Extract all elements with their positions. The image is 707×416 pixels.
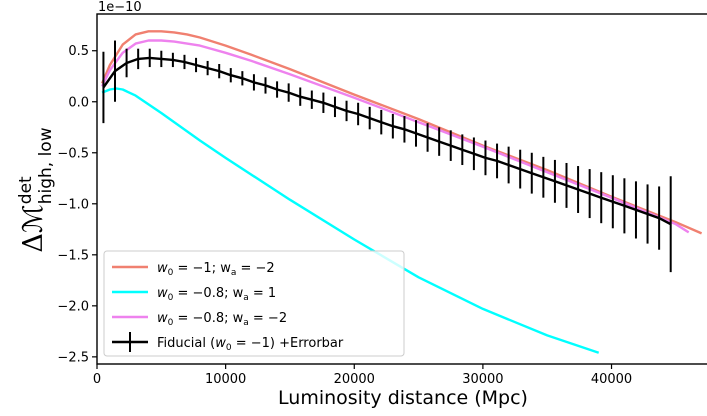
plot-area <box>100 30 703 354</box>
x-axis-label: Luminosity distance (Mpc) <box>278 387 528 409</box>
y-tick-label: −1.0 <box>57 197 89 212</box>
legend-label-series-2: w0 = −0.8; wa = −2 <box>157 311 287 328</box>
legend: w0 = −1; wa = −2 w0 = −0.8; wa = 1 w0 = … <box>103 250 405 357</box>
y-axis-label-superscript: det <box>16 176 36 204</box>
fiducial-line <box>102 56 672 226</box>
y-tick-label: −2.5 <box>57 350 89 365</box>
y-tick-label: −1.5 <box>57 248 89 263</box>
x-tick-label: 30000 <box>462 372 503 387</box>
x-tick-label: 10000 <box>205 372 246 387</box>
series-layer <box>100 30 703 354</box>
y-tick-label: −2.0 <box>57 299 89 314</box>
y-axis-label: Δℳdethigh, low <box>16 127 56 252</box>
x-tick-label: 40000 <box>591 372 632 387</box>
y-axis-label-subscript: high, low <box>36 127 56 204</box>
y-tick-label: 0.0 <box>68 95 89 110</box>
legend-label-series-0: w0 = −1; wa = −2 <box>157 261 275 278</box>
y-tick-label: −0.5 <box>57 146 89 161</box>
fiducial-layer <box>102 40 672 273</box>
series-line-2 <box>101 39 690 234</box>
legend-box <box>103 250 405 357</box>
legend-label-series-1: w0 = −0.8; wa = 1 <box>157 286 276 303</box>
series-line-0 <box>100 30 703 235</box>
y-axis-label-prefix: Δℳ <box>18 204 49 252</box>
series-line-1 <box>101 87 600 354</box>
y-tick-label: 0.5 <box>68 44 89 59</box>
axes-frame <box>96 13 707 365</box>
offset-text: 1e−10 <box>98 0 142 15</box>
y-ticks: 0.5 0.0 −0.5 −1.0 −1.5 −2.0 −2.5 <box>57 44 97 365</box>
svg-text:Δℳdethigh, low: Δℳdethigh, low <box>16 127 56 252</box>
x-tick-label: 0 <box>93 372 101 387</box>
x-ticks: 0 10000 20000 30000 40000 <box>93 364 632 387</box>
legend-label-fiducial: Fiducial (w0 = −1) +Errorbar <box>157 336 344 353</box>
x-tick-label: 20000 <box>334 372 375 387</box>
